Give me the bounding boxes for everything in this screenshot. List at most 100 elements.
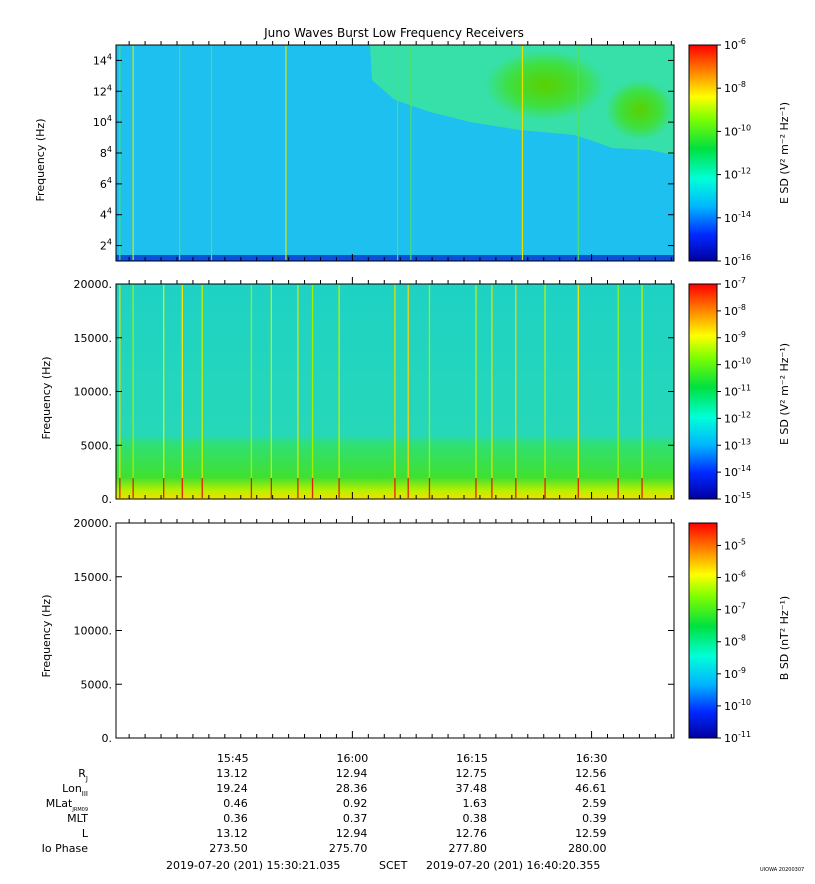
ephemeris-label: Io Phase <box>42 842 89 855</box>
ephemeris-value: 12.76 <box>455 827 487 840</box>
panel-top-emission-core <box>485 50 605 120</box>
y-tick-label: 10000. <box>74 625 113 638</box>
colorbar-tick-label: 10-8 <box>724 80 746 95</box>
ephemeris-value: 19.24 <box>216 782 248 795</box>
x-tick-label: 16:15 <box>456 752 488 765</box>
panel-middle-y-ticks: 0. 5000. 10000. 15000. 20000. <box>74 278 674 506</box>
footer-scet: SCET <box>379 859 408 872</box>
footer-end-time: 2019-07-20 (201) 16:40:20.355 <box>426 859 600 872</box>
colorbar-tick-label: 10-6 <box>724 570 746 585</box>
panel-top-baseline-band <box>116 255 674 261</box>
x-axis-time-labels: 15:45 16:00 16:15 16:30 <box>217 752 607 765</box>
colorbar-tick-label: 10-10 <box>724 698 751 713</box>
colorbar-tick-label: 10-5 <box>724 537 746 552</box>
ephemeris-value: 12.94 <box>336 827 368 840</box>
y-tick-label: 20000. <box>74 278 113 291</box>
panel-middle: 0. 5000. 10000. 15000. 20000. Frequency (Hz)… <box>40 276 791 506</box>
ephemeris-value: 37.48 <box>455 782 487 795</box>
ephemeris-value: 0.46 <box>223 797 248 810</box>
y-tick-label: 44 <box>100 207 112 222</box>
y-tick-label: 5000. <box>81 678 113 691</box>
colorbar-tick-label: 10-7 <box>724 276 746 291</box>
panel-middle-ylabel: Frequency (Hz) <box>40 357 53 440</box>
panel-bottom-ylabel: Frequency (Hz) <box>40 595 53 678</box>
ephemeris-label: MLT <box>67 812 88 825</box>
y-tick-label: 84 <box>100 145 112 160</box>
panel-bottom: 0. 5000. 10000. 15000. 20000. Frequency (Hz)… <box>40 516 791 745</box>
ephemeris-value: 0.92 <box>343 797 368 810</box>
x-tick-label: 16:00 <box>337 752 369 765</box>
panel-top-colorbar-label: E SD (V² m⁻² Hz⁻¹) <box>778 102 791 204</box>
colorbar-tick-label: 10-9 <box>724 666 746 681</box>
ephemeris-value: 13.12 <box>216 767 248 780</box>
panel-middle-colorbar-ticks: 10-7 10-8 10-9 10-10 10-11 10-12 10-13 10-14 10-… <box>717 276 751 506</box>
panel-top-colorbar <box>688 44 718 262</box>
colorbar-tick-label: 10-14 <box>724 210 751 225</box>
colorbar-tick-label: 10-15 <box>724 491 751 506</box>
panel-bottom-frame <box>115 522 675 739</box>
colorbar-tick-label: 10-8 <box>724 303 746 318</box>
ephemeris-value: 13.12 <box>216 827 248 840</box>
ephemeris-value: 277.80 <box>448 842 487 855</box>
ephemeris-label: L <box>82 827 89 840</box>
panel-middle-colorbar-label: E SD (V² m⁻² Hz⁻¹) <box>778 343 791 445</box>
ephemeris-value: 0.37 <box>343 812 368 825</box>
figure-title: Juno Waves Burst Low Frequency Receivers <box>263 26 524 40</box>
ephemeris-value: 273.50 <box>209 842 248 855</box>
panel-top-bursts <box>119 46 579 260</box>
ephemeris-value: 46.61 <box>575 782 607 795</box>
panel-bottom-x-ticks <box>128 516 672 738</box>
ephemeris-label: MLatJRM09 <box>46 797 88 813</box>
panel-bottom-colorbar-ticks: 10-5 10-6 10-7 10-8 10-9 10-10 10-11 <box>717 537 751 745</box>
panel-middle-x-ticks <box>128 277 672 499</box>
ephemeris-label: LonIII <box>62 782 88 798</box>
x-tick-label: 16:30 <box>576 752 608 765</box>
ephemeris-value: 275.70 <box>329 842 368 855</box>
ephemeris-value: 12.59 <box>575 827 607 840</box>
panel-bottom-y-ticks: 0. 5000. 10000. 15000. 20000. <box>74 517 674 745</box>
panel-bottom-colorbar-label: B SD (nT² Hz⁻¹) <box>778 596 791 680</box>
y-tick-label: 15000. <box>74 571 113 584</box>
ephemeris-value: 1.63 <box>462 797 487 810</box>
colorbar-tick-label: 10-11 <box>724 730 751 745</box>
panel-middle-colorbar <box>688 283 718 500</box>
colorbar-tick-label: 10-8 <box>724 634 746 649</box>
colorbar-tick-label: 10-12 <box>724 167 751 182</box>
colorbar-tick-label: 10-10 <box>724 357 751 372</box>
y-tick-label: 144 <box>93 52 112 67</box>
ephemeris-value: 2.59 <box>582 797 607 810</box>
colorbar-tick-label: 10-16 <box>724 253 751 268</box>
y-tick-label: 104 <box>93 114 112 129</box>
ephemeris-value: 0.38 <box>462 812 487 825</box>
x-tick-label: 15:45 <box>217 752 249 765</box>
colorbar-tick-label: 10-11 <box>724 384 751 399</box>
panel-top-emission-right <box>606 80 674 140</box>
colorbar-tick-label: 10-9 <box>724 330 746 345</box>
y-tick-label: 0. <box>102 493 113 506</box>
panel-bottom-colorbar <box>688 522 718 739</box>
ephemeris-label: RJ <box>78 767 88 783</box>
panel-top-ylabel: Frequency (Hz) <box>34 119 47 202</box>
colorbar-tick-label: 10-10 <box>724 123 751 138</box>
panel-top-x-ticks <box>128 38 672 261</box>
y-tick-label: 124 <box>93 83 112 98</box>
y-tick-label: 10000. <box>74 386 113 399</box>
colorbar-tick-label: 10-7 <box>724 602 746 617</box>
ephemeris-value: 12.56 <box>575 767 607 780</box>
y-tick-label: 15000. <box>74 332 113 345</box>
ephemeris-table: RJ 13.12 12.94 12.75 12.56 LonIII 19.24 28.36 37… <box>42 767 607 855</box>
colorbar-tick-label: 10-13 <box>724 437 751 452</box>
colorbar-tick-label: 10-6 <box>724 37 746 52</box>
footer-start-time: 2019-07-20 (201) 15:30:21.035 <box>166 859 340 872</box>
y-tick-label: 0. <box>102 732 113 745</box>
colorbar-tick-label: 10-14 <box>724 464 751 479</box>
y-tick-label: 64 <box>100 176 112 191</box>
ephemeris-value: 0.39 <box>582 812 607 825</box>
footer-stamp: UIOWA 20200307 <box>760 867 804 873</box>
panel-top-colorbar-ticks: 10-6 10-8 10-10 10-12 10-14 10-16 <box>717 37 751 268</box>
y-tick-label: 5000. <box>81 439 113 452</box>
colorbar-tick-label: 10-12 <box>724 410 751 425</box>
panel-middle-bursts <box>119 285 643 498</box>
